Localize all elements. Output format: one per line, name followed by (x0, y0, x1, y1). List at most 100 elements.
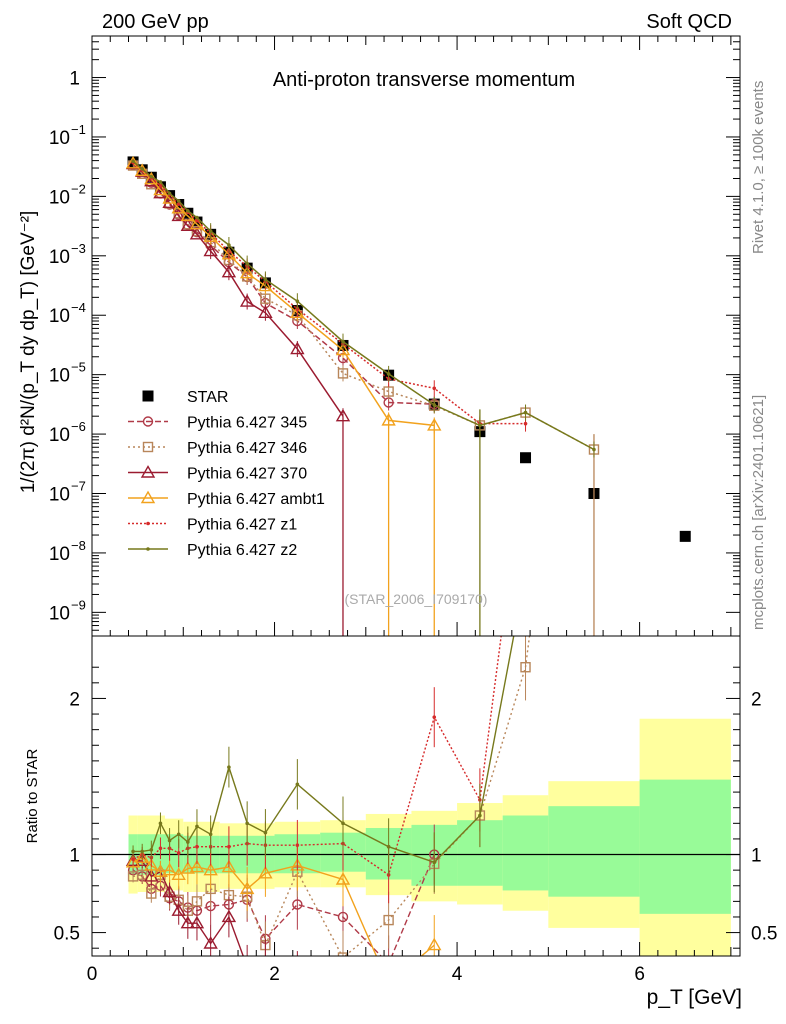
ratio-series-line (132, 636, 502, 876)
main-y-tick-exponent: −1 (71, 122, 86, 137)
legend-item: Pythia 6.427 346 (128, 440, 307, 457)
legend-item: Pythia 6.427 z2 (128, 542, 297, 559)
ratio-data-point (158, 821, 163, 826)
ratio-uncertainty-band-inner (502, 815, 549, 891)
main-y-tick-label: 10 (49, 187, 70, 208)
main-data-point (189, 216, 205, 230)
main-data-point (592, 447, 596, 452)
x-tick-label: 6 (634, 964, 645, 985)
ratio-y-tick-label-right: 1 (751, 846, 762, 867)
ratio-data-point (295, 782, 300, 787)
ratio-data-point (227, 844, 231, 849)
ratio-data-point (592, 150, 596, 154)
legend-item: Pythia 6.427 z1 (128, 517, 297, 534)
ratio-data-point (180, 861, 196, 874)
legend: STAR Pythia 6.427 345 Pythia 6.427 346 Pyth… (128, 389, 325, 559)
ratio-data-point (337, 994, 349, 1005)
main-data-point (221, 264, 237, 278)
main-series-0 (127, 156, 691, 542)
main-series-line (132, 162, 526, 425)
ratio-data-point (295, 843, 300, 847)
main-series-line (132, 162, 435, 427)
ratio-data-point (203, 936, 218, 949)
ratio-data-point (221, 909, 237, 923)
main-data-point (203, 243, 218, 257)
ratio-data-point (167, 838, 172, 843)
main-data-point (189, 226, 205, 240)
ratio-data-point (524, 572, 528, 576)
ratio-data-point (291, 970, 303, 981)
ratio-y-axis-label: Ratio to STAR (24, 748, 41, 843)
ratio-data-point (140, 849, 144, 854)
ratio-data-point (427, 937, 442, 951)
ratio-data-point (171, 903, 186, 916)
ratio-data-point (189, 915, 205, 929)
ratio-data-point (195, 824, 199, 829)
main-data-point (258, 278, 273, 292)
main-data-point (295, 299, 300, 304)
main-data-point (144, 173, 159, 187)
main-y-tick-exponent: −4 (71, 300, 86, 315)
legend-label: Pythia 6.427 370 (187, 466, 307, 483)
main-data-point (134, 163, 150, 176)
main-data-point (337, 368, 349, 379)
legend-marker (142, 390, 154, 402)
main-data-point (195, 215, 199, 220)
legend-marker (142, 441, 154, 453)
legend-marker (146, 521, 150, 526)
main-y-tick-label: 10 (49, 544, 70, 565)
main-data-point (341, 339, 345, 344)
ratio-data-point (241, 961, 253, 972)
main-series-6 (131, 159, 596, 636)
ratio-data-point (208, 832, 213, 837)
legend-label: Pythia 6.427 345 (187, 415, 307, 432)
main-data-point (260, 293, 271, 304)
ratio-data-point (186, 840, 190, 844)
main-data-point (195, 218, 199, 223)
legend-label: Pythia 6.427 ambt1 (187, 491, 325, 508)
main-series-4 (125, 155, 442, 636)
ratio-data-point (227, 765, 231, 769)
ratio-plot-frame (91, 635, 741, 957)
watermark: (STAR_2006_I709170) (345, 591, 488, 607)
side-label-bottom: mcplots.cern.ch [arXiv:2401.10621] (750, 395, 767, 630)
legend-marker (146, 547, 150, 551)
main-data-point (523, 410, 528, 415)
main-data-point (432, 403, 437, 407)
main-y-axis-label: 1/(2π) d²N/(p_T dy dp_T) [GeV⁻²] (18, 211, 39, 494)
main-series-line (132, 165, 595, 451)
ratio-data-point (520, 662, 531, 673)
x-tick-label: 2 (269, 964, 280, 985)
ratio-data-point (258, 865, 273, 879)
ratio-data-point (432, 715, 437, 719)
ratio-y-tick-label-right: 2 (751, 689, 762, 710)
ratio-data-point (191, 896, 203, 907)
main-data-point (478, 423, 482, 428)
main-data-point (335, 342, 351, 356)
legend-label: STAR (187, 389, 228, 406)
ratio-data-point (153, 864, 168, 877)
main-y-tick-label: 10 (49, 247, 70, 268)
main-data-point (239, 265, 255, 279)
main-data-point (191, 225, 203, 237)
main-data-point (125, 155, 141, 169)
main-data-point (523, 421, 528, 426)
ratio-data-point (162, 884, 177, 898)
ratio-data-point (162, 862, 177, 876)
legend-label: Pythia 6.427 346 (187, 440, 307, 457)
main-data-point (258, 305, 273, 318)
ratio-data-point (221, 859, 237, 873)
ratio-data-point (195, 844, 199, 849)
ratio-data-point (524, 447, 528, 451)
main-data-point (167, 191, 172, 196)
main-y-tick-label: 10 (49, 366, 70, 387)
main-series-3 (125, 156, 351, 636)
ratio-data-point (432, 860, 437, 865)
x-axis-label: p_T [GeV] (647, 986, 742, 1009)
main-data-point (383, 386, 394, 397)
legend-item: Pythia 6.427 345 (128, 415, 307, 432)
ratio-data-point (263, 830, 268, 835)
main-data-point (158, 180, 163, 184)
ratio-data-point (383, 914, 394, 926)
